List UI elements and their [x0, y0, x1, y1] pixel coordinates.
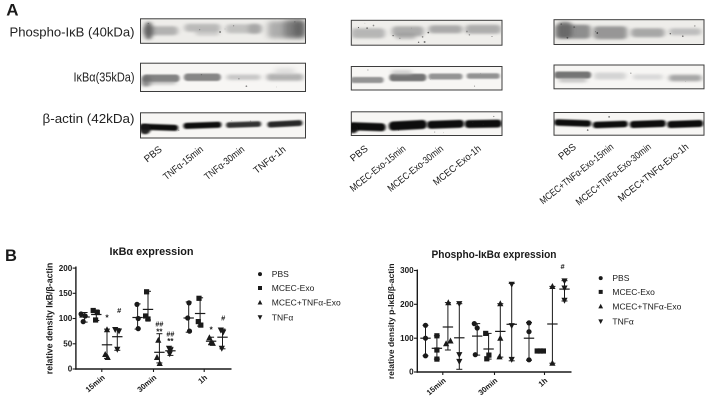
svg-text:30min: 30min — [135, 373, 158, 394]
svg-text:TNFα: TNFα — [272, 312, 294, 322]
svg-text:relative density IκB/β-actin: relative density IκB/β-actin — [44, 263, 54, 374]
svg-text:IκBα(35kDa): IκBα(35kDa) — [74, 71, 135, 85]
svg-text:100: 100 — [59, 314, 73, 323]
svg-text:A: A — [6, 1, 18, 20]
svg-text:50: 50 — [63, 340, 73, 349]
svg-text:Phospho-IκBα expression: Phospho-IκBα expression — [432, 249, 557, 261]
svg-text:200: 200 — [59, 264, 73, 273]
svg-text:MCEC+TNFα-Exo-1h: MCEC+TNFα-Exo-1h — [616, 142, 691, 205]
svg-text:TNFα-1h: TNFα-1h — [252, 144, 289, 176]
svg-text:MCEC-Exo: MCEC-Exo — [272, 283, 315, 293]
svg-text:1h: 1h — [537, 376, 550, 389]
svg-text:#: # — [117, 306, 121, 315]
svg-text:PBS: PBS — [612, 273, 629, 283]
svg-text:200: 200 — [400, 300, 414, 309]
svg-text:##: ## — [155, 319, 163, 328]
svg-text:β-actin (42kDa): β-actin (42kDa) — [43, 111, 135, 126]
svg-text:**: ** — [167, 337, 174, 346]
svg-text:B: B — [5, 247, 17, 265]
svg-text:#: # — [221, 313, 225, 322]
svg-text:1h: 1h — [196, 373, 209, 386]
svg-text:*: * — [105, 313, 109, 323]
svg-text:15min: 15min — [84, 373, 107, 394]
svg-text:#: # — [560, 262, 564, 271]
svg-text:15min: 15min — [425, 376, 448, 397]
svg-text:MCEC-Exo: MCEC-Exo — [612, 287, 655, 297]
svg-text:PBS: PBS — [348, 143, 371, 164]
svg-text:MCEC+TNFα-Exo: MCEC+TNFα-Exo — [272, 298, 341, 308]
svg-text:PBS: PBS — [556, 141, 579, 162]
svg-text:Phospho-IκB (40kDa): Phospho-IκB (40kDa) — [10, 25, 135, 40]
svg-text:100: 100 — [400, 334, 414, 343]
svg-text:0: 0 — [409, 368, 414, 377]
svg-text:##: ## — [166, 330, 174, 339]
svg-text:PBS: PBS — [272, 269, 289, 279]
svg-text:0: 0 — [68, 365, 73, 374]
svg-text:PBS: PBS — [142, 144, 165, 165]
svg-text:*: * — [209, 325, 213, 335]
svg-text:300: 300 — [400, 266, 414, 275]
svg-text:TNFα-30min: TNFα-30min — [203, 144, 247, 182]
svg-text:relative density p-IκB/β-actin: relative density p-IκB/β-actin — [386, 263, 396, 379]
svg-text:MCEC+TNFα-Exo: MCEC+TNFα-Exo — [612, 301, 681, 311]
svg-text:**: ** — [156, 328, 163, 337]
svg-text:150: 150 — [59, 289, 73, 298]
svg-text:TNFα: TNFα — [612, 316, 634, 326]
svg-text:TNFα-15min: TNFα-15min — [161, 144, 205, 182]
svg-text:IκBα expression: IκBα expression — [110, 246, 194, 258]
svg-text:30min: 30min — [476, 376, 499, 397]
